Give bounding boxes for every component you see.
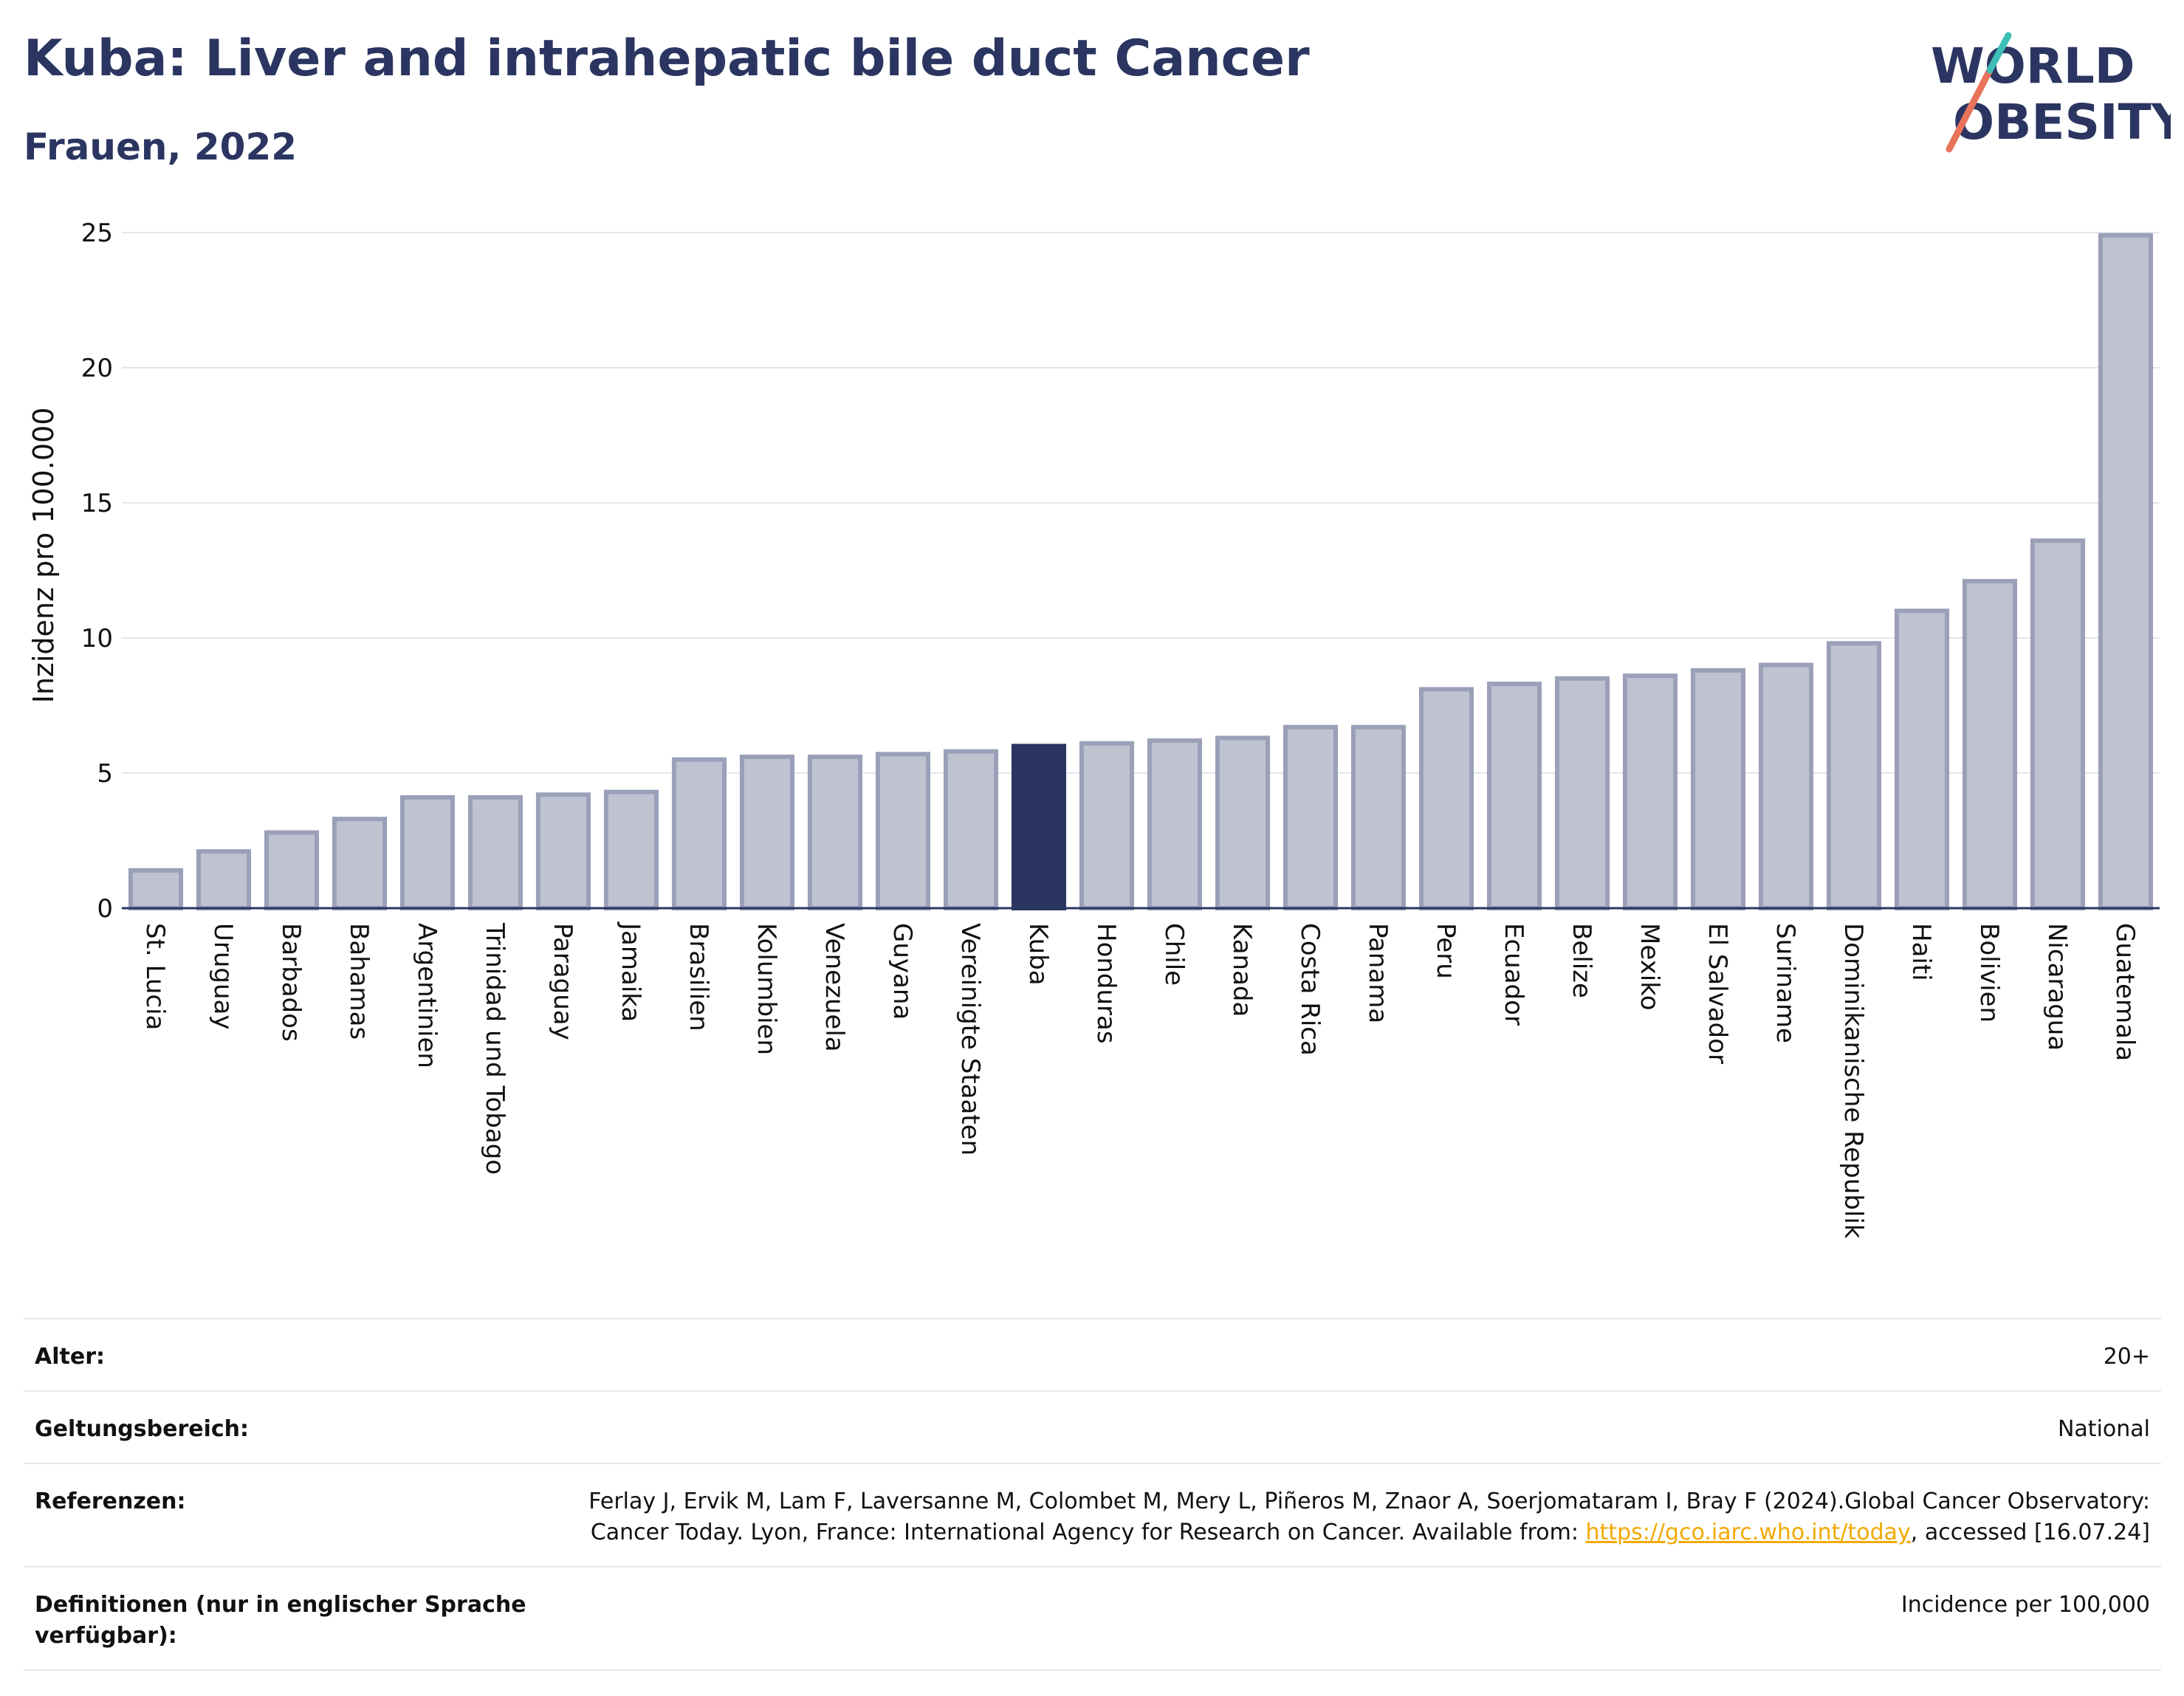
x-tick-label: Paraguay — [548, 923, 577, 1040]
scope-label: Geltungsbereich: — [35, 1416, 250, 1442]
bar-peru[interactable] — [1418, 687, 1474, 910]
bar-el-salvador[interactable] — [1690, 667, 1746, 910]
bar-bahamas[interactable] — [332, 817, 388, 910]
bar-mexiko[interactable] — [1622, 673, 1678, 910]
bar-haiti[interactable] — [1894, 608, 1950, 911]
x-tick-label: Nicaragua — [2042, 923, 2072, 1051]
x-tick-label: Kanada — [1227, 923, 1257, 1017]
references-link[interactable]: https://gco.iarc.who.int/today — [1585, 1520, 1911, 1545]
x-tick-label: Argentinien — [412, 923, 442, 1068]
y-tick-label: 10 — [81, 624, 113, 653]
x-tick-label: Kuba — [1023, 923, 1053, 986]
age-label: Alter: — [35, 1344, 105, 1370]
age-value: 20+ — [2103, 1344, 2150, 1370]
bar-brasilien[interactable] — [671, 757, 727, 910]
info-row-scope: Geltungsbereich: National — [24, 1390, 2161, 1463]
y-tick-label: 15 — [81, 489, 113, 518]
x-tick-label: Chile — [1159, 923, 1189, 986]
bar-kolumbien[interactable] — [739, 755, 795, 911]
bar-panama[interactable] — [1350, 724, 1407, 911]
info-row-references: Referenzen: Ferlay J, Ervik M, Lam F, La… — [24, 1463, 2161, 1566]
references-label: Referenzen: — [35, 1489, 186, 1514]
info-table: Alter: 20+ Geltungsbereich: National Ref… — [24, 1318, 2161, 1671]
x-tick-label: Honduras — [1091, 923, 1121, 1044]
bar-vereinigte-staaten[interactable] — [943, 749, 999, 910]
definitions-label: Definitionen (nur in englischer Sprache … — [35, 1592, 526, 1649]
x-tick-label: Venezuela — [820, 923, 849, 1052]
bar-st-lucia[interactable] — [128, 868, 184, 911]
x-tick-label: Guatemala — [2110, 923, 2140, 1061]
x-tick-label: Vereinigte Staaten — [955, 923, 985, 1156]
y-tick-label: 0 — [97, 894, 113, 924]
references-value: Ferlay J, Ervik M, Lam F, Laversanne M, … — [563, 1486, 2150, 1548]
x-tick-label: Haiti — [1906, 923, 1936, 981]
y-tick-labels: 0 5 10 15 20 25 — [81, 219, 113, 924]
logo-slash-teal — [1986, 32, 2012, 74]
y-tick-label: 20 — [81, 354, 113, 383]
bar-uruguay[interactable] — [196, 849, 252, 911]
bar-venezuela[interactable] — [807, 755, 863, 911]
bar-nicaragua[interactable] — [2030, 538, 2086, 910]
references-accessed: , accessed [16.07.24] — [1910, 1520, 2150, 1545]
logo-line1: WORLD — [1931, 38, 2135, 95]
bar-suriname[interactable] — [1758, 662, 1814, 910]
bar-kuba[interactable] — [1011, 744, 1067, 911]
bar-guatemala[interactable] — [2098, 233, 2154, 911]
y-axis-label: Inzidenz pro 100.000 — [27, 408, 60, 704]
logo-slash-red — [1946, 66, 1994, 153]
bar-argentinien[interactable] — [399, 794, 456, 910]
x-tick-label: Suriname — [1771, 923, 1800, 1043]
scope-value: National — [2057, 1416, 2150, 1442]
x-tick-label: Mexiko — [1635, 923, 1664, 1011]
references-text: Ferlay J, Ervik M, Lam F, Laversanne M, … — [588, 1489, 2150, 1545]
bar-guyana[interactable] — [875, 752, 931, 910]
bar-ecuador[interactable] — [1486, 682, 1542, 910]
x-tick-label: Ecuador — [1499, 923, 1528, 1026]
x-tick-label: Trinidad und Tobago — [480, 922, 509, 1175]
x-tick-label: Dominikanische Republik — [1838, 923, 1868, 1239]
x-tick-label: Belize — [1567, 923, 1596, 998]
x-tick-label: Costa Rica — [1295, 923, 1325, 1056]
x-tick-label: Guyana — [887, 923, 917, 1020]
definitions-value: Incidence per 100,000 — [1900, 1592, 2150, 1618]
x-tick-label: Jamaika — [616, 921, 645, 1022]
bar-paraguay[interactable] — [535, 792, 591, 911]
logo-line2: OBESITY — [1953, 94, 2171, 151]
bar-belize[interactable] — [1554, 676, 1610, 911]
x-tick-label: Barbados — [276, 923, 306, 1042]
y-tick-label: 25 — [81, 219, 113, 248]
x-tick-label: Uruguay — [208, 923, 238, 1030]
y-tick-label: 5 — [97, 759, 113, 789]
x-tick-label: Kolumbien — [752, 923, 781, 1055]
info-row-age: Alter: 20+ — [24, 1318, 2161, 1390]
x-tick-label: Bahamas — [344, 923, 374, 1040]
bar-chart: 0 5 10 15 20 25 St. Lucia Uruguay Barbados Baham… — [27, 219, 2160, 1239]
chart-subtitle: Frauen, 2022 — [24, 126, 298, 168]
bar-barbados[interactable] — [264, 830, 320, 911]
bar-kanada[interactable] — [1215, 735, 1271, 910]
x-tick-label: St. Lucia — [140, 923, 170, 1030]
bar-trinidad-und-tobago[interactable] — [467, 794, 523, 910]
chart-title: Kuba: Liver and intrahepatic bile duct C… — [24, 30, 1310, 88]
x-tick-label: El Salvador — [1703, 923, 1732, 1064]
x-tick-label: Bolivien — [1974, 923, 2004, 1023]
bar-chile[interactable] — [1147, 738, 1203, 911]
x-tick-label: Peru — [1431, 923, 1460, 979]
bar-honduras[interactable] — [1079, 741, 1135, 910]
world-obesity-logo: WORLD OBESITY — [1931, 32, 2171, 153]
info-row-definitions: Definitionen (nur in englischer Sprache … — [24, 1566, 2161, 1671]
x-tick-label: Brasilien — [684, 923, 713, 1031]
bar-costa-rica[interactable] — [1282, 724, 1339, 911]
bar-jamaika[interactable] — [603, 789, 659, 910]
bar-bolivien[interactable] — [1962, 579, 2018, 910]
x-tick-labels: St. Lucia Uruguay Barbados Bahamas Argentini… — [140, 921, 2140, 1239]
bars — [122, 233, 2160, 911]
x-tick-label: Panama — [1363, 923, 1393, 1023]
bar-dominikanische-republik[interactable] — [1826, 641, 1882, 910]
